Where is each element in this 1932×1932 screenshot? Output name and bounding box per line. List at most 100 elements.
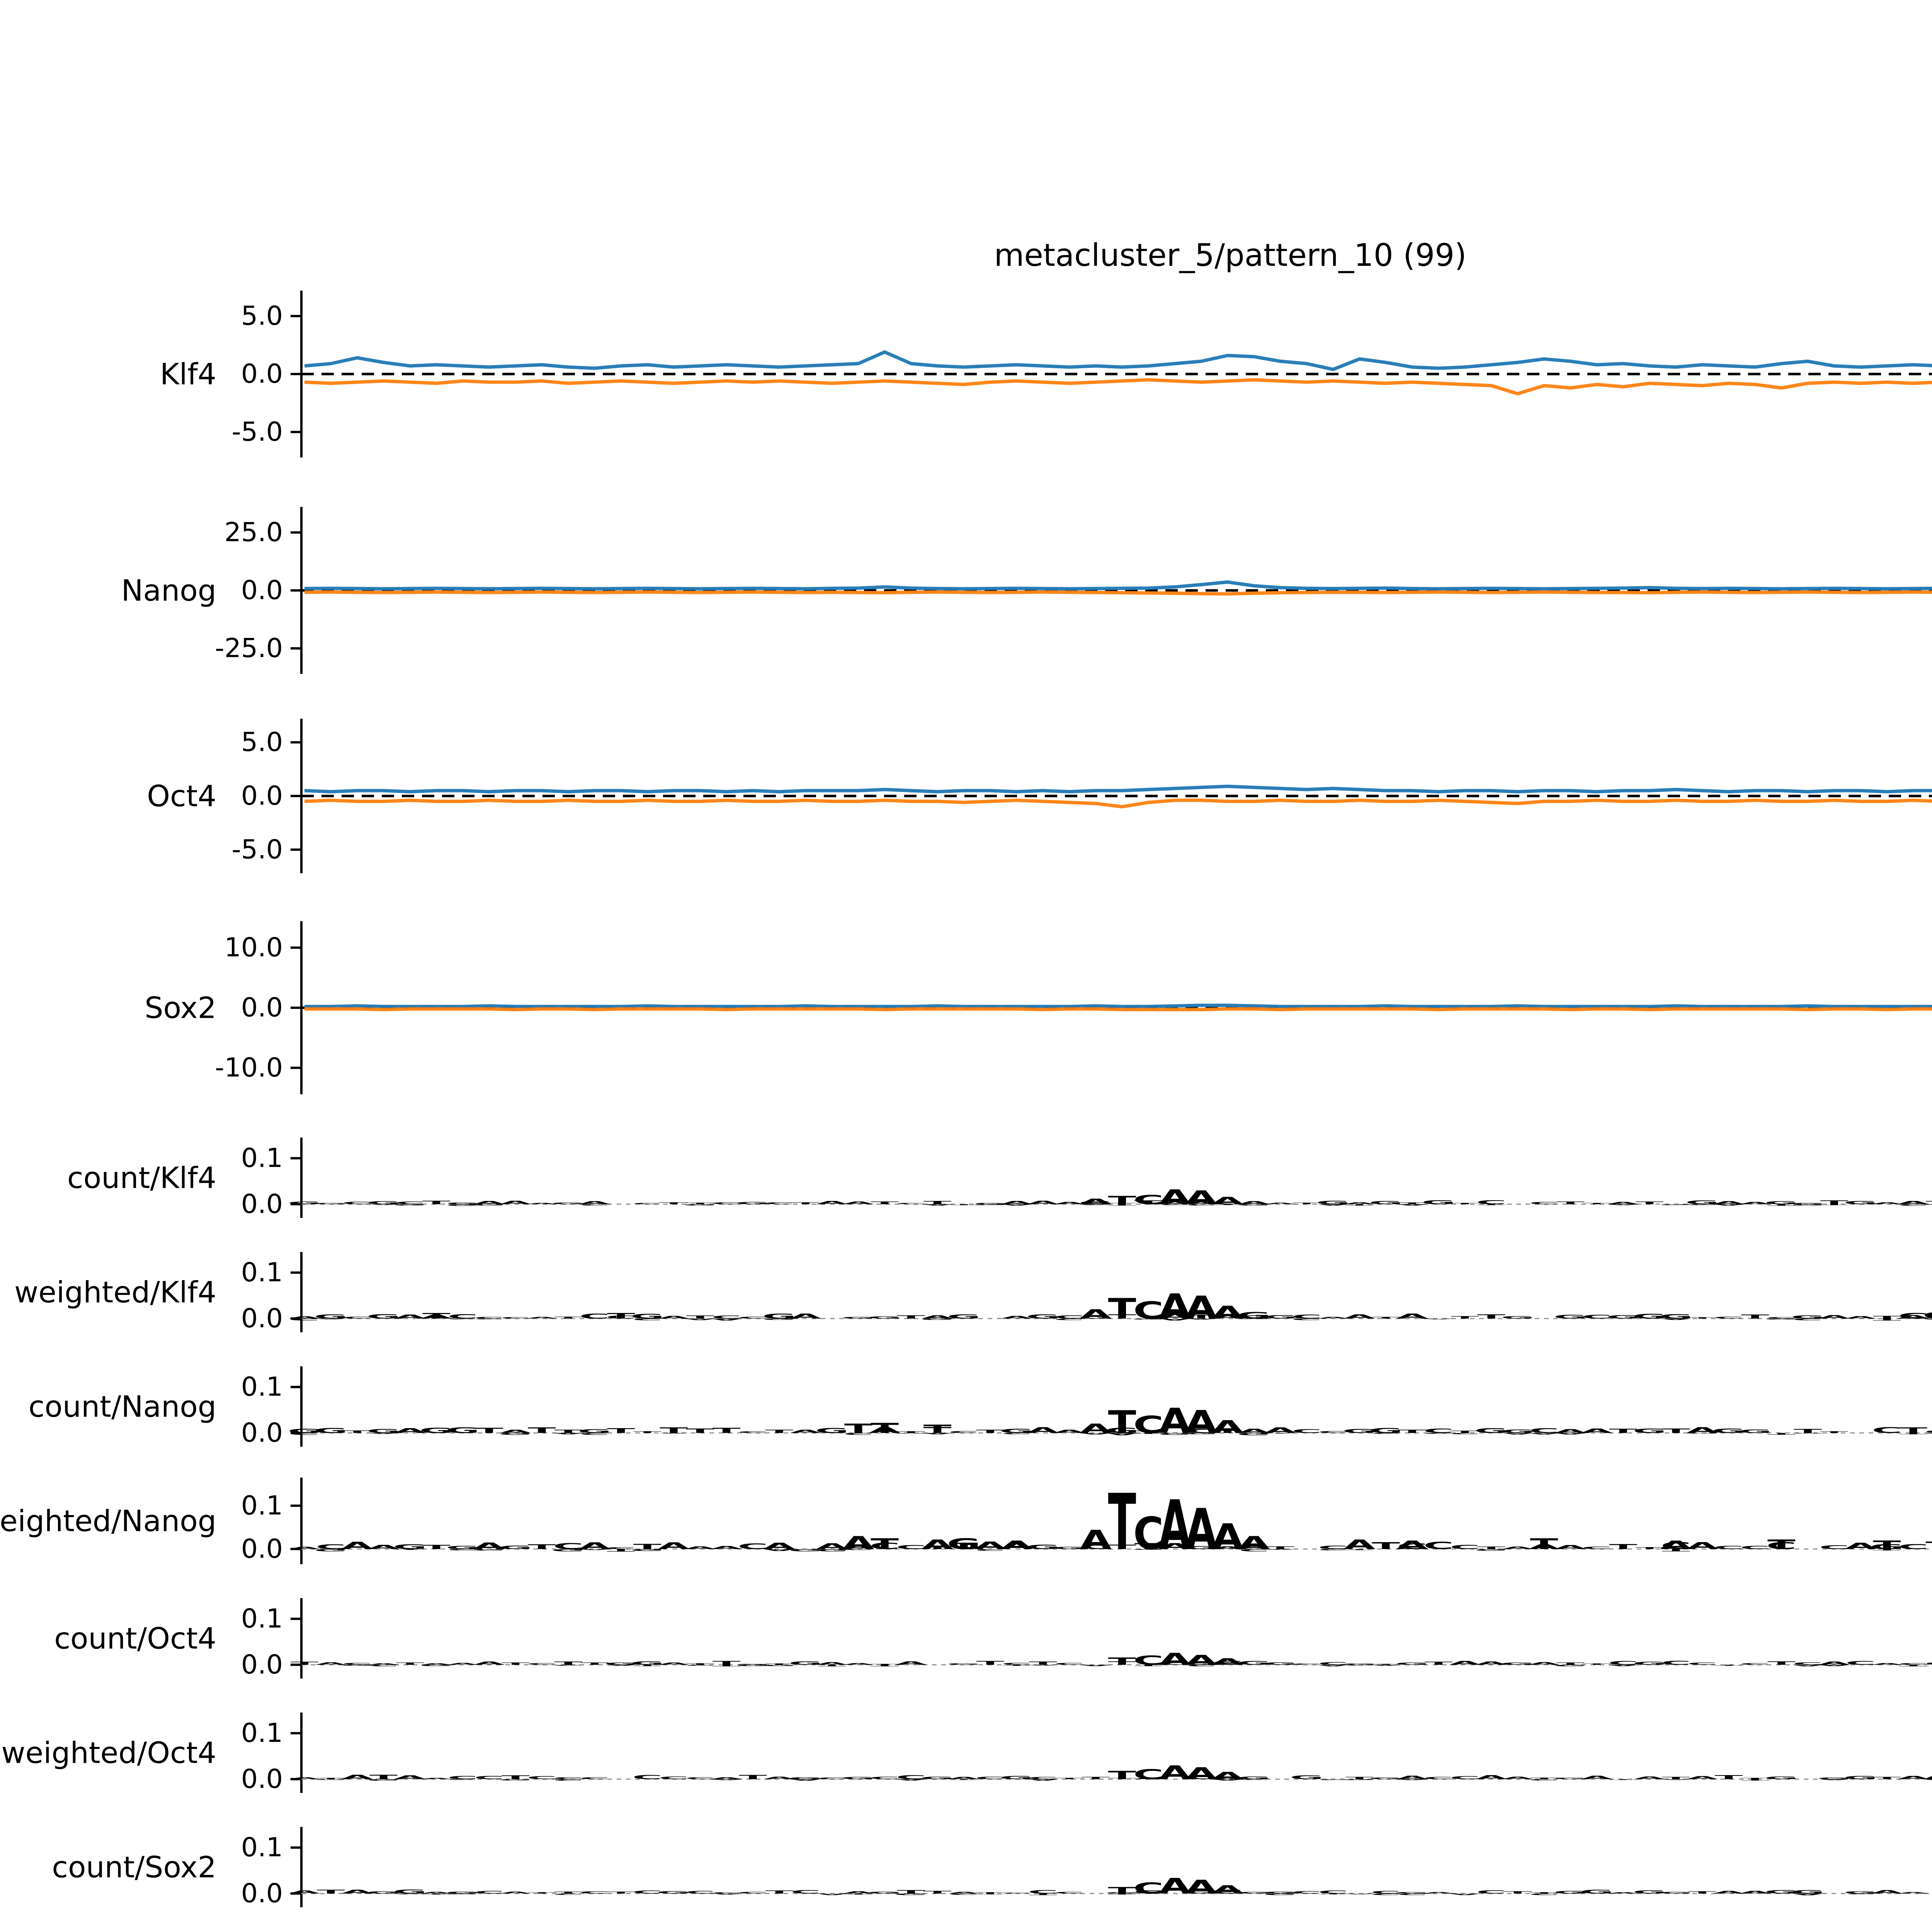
logo-letter-C: C [1898, 1543, 1928, 1551]
logo-letter-A: A [367, 1544, 400, 1550]
logo-letter-G: G [1685, 1199, 1719, 1206]
row-label: Nanog [121, 573, 216, 608]
logo-letter-A: A [1396, 1538, 1428, 1552]
logo-letter-A: A [1607, 1204, 1639, 1206]
logo-letter-G: G [1131, 1549, 1165, 1550]
logo-letter-T: T [1820, 1431, 1848, 1434]
logo-letter-A: A [1475, 1774, 1507, 1781]
logo-letter-G: G [1791, 1314, 1825, 1320]
logo-letter-A: A [1423, 1891, 1455, 1894]
series-line-hyp-neg [304, 1007, 1932, 1012]
logo-letter-A: A [1607, 1201, 1639, 1205]
logo-letter-A: A [473, 1200, 505, 1205]
logo-letter-G: G [1342, 1428, 1376, 1434]
logo-letter-G: G [736, 1663, 770, 1665]
logo-letter-A: A [1344, 1893, 1376, 1895]
logo-letter-A: A [922, 1315, 954, 1320]
logo-letter-T: T [1134, 1542, 1163, 1551]
logo-letter-T: T [1688, 1317, 1716, 1319]
logo-letter-T: T [1503, 1891, 1532, 1894]
y-tick-label: 0.0 [241, 359, 283, 389]
logo-letter-T: T [871, 1201, 899, 1205]
logo-letter-G: G [446, 1202, 480, 1205]
logo-letter-G: G [1264, 1893, 1298, 1895]
logo-letter-G: G [1553, 1664, 1587, 1667]
logo-letter-G: G [894, 1433, 928, 1434]
logo-letter-T: T [871, 1663, 899, 1665]
logo-letter-G: G [1342, 1663, 1376, 1665]
logo-letter-G: G [1158, 1432, 1192, 1435]
logo-letter-A: A [526, 1316, 558, 1319]
logo-letter-C: C [1845, 1893, 1876, 1895]
logo-letter-G: G [287, 1201, 321, 1205]
logo-letter-T: T [1187, 1314, 1215, 1320]
series-line-hyp-neg [304, 378, 1932, 396]
logo-letter-C: C [1291, 1428, 1321, 1434]
logo-letter-C: C [738, 1542, 768, 1551]
y-tick-label: 0.1 [241, 1490, 283, 1521]
logo-letter-T: T [950, 1779, 978, 1780]
logo-letter-C: C [1318, 1430, 1348, 1434]
logo-letter-C: C [1002, 1892, 1032, 1894]
logo-letter-C: C [474, 1316, 504, 1319]
logo-letter-A: A [842, 1663, 874, 1665]
logo-letter-G: G [1844, 1775, 1878, 1780]
logo-letter-G: G [551, 1202, 585, 1205]
row-label: weighted/Oct4 [1, 1736, 216, 1770]
logo-letter-T: T [422, 1893, 451, 1895]
logo-letter-A: A [1053, 1429, 1085, 1434]
y-tick-label: 10.0 [224, 932, 283, 963]
logo-letter-A: A [1396, 1775, 1428, 1780]
logo-letter-T: T [1134, 1664, 1163, 1666]
logo-letter-C: C [1476, 1199, 1506, 1205]
logo-letter-G: G [1685, 1433, 1719, 1434]
logo-letter-A: A [605, 1665, 637, 1666]
y-tick-label: -10.0 [215, 1053, 283, 1083]
logo-letter-C: C [316, 1543, 346, 1551]
logo-letter-G: G [1237, 1891, 1271, 1894]
logo-letter-A: A [711, 1545, 743, 1550]
logo-letter-A: A [763, 1548, 795, 1551]
panel-weighted-nanog: 0.10.0weighted/NanogACGAAGTTGCAGGTCGAACT… [0, 1477, 1932, 1567]
logo-letter-A: A [1923, 1774, 1932, 1781]
logo-letter-C: C [580, 1777, 610, 1780]
logo-letter-G: G [815, 1427, 849, 1434]
logo-letter-G: G [393, 1204, 427, 1206]
logo-letter-G: G [472, 1204, 506, 1206]
logo-letter-A: A [1027, 1665, 1059, 1666]
logo-letter-A: A [1897, 1892, 1929, 1894]
logo-letter-C: C [711, 1892, 742, 1894]
logo-letter-A: A [948, 1776, 980, 1780]
logo-letter-T: T [765, 1889, 793, 1895]
logo-letter-T: T [607, 1891, 635, 1894]
logo-letter-C: C [685, 1890, 715, 1895]
logo-letter-C: C [447, 1318, 478, 1320]
logo-letter-T: T [739, 1774, 767, 1781]
logo-letter-C: C [1054, 1318, 1084, 1320]
logo-letter-C: C [632, 1318, 662, 1321]
logo-letter-C: C [1397, 1893, 1427, 1895]
logo-letter-C: C [1529, 1779, 1559, 1781]
logo-letter-G: G [1659, 1313, 1693, 1320]
logo-letter-G: G [446, 1893, 480, 1895]
logo-letter-C: C [606, 1546, 636, 1549]
logo-letter-G: G [419, 1664, 453, 1666]
logo-letter-C: C [553, 1779, 583, 1781]
logo-letter-A: A [1818, 1779, 1850, 1781]
logo-letter-A: A [1502, 1432, 1534, 1435]
logo-letter-A: A [1264, 1426, 1296, 1435]
logo-letter-G: G [314, 1313, 348, 1320]
logo-letter-G: G [419, 1426, 453, 1435]
logo-letter-A: A [1449, 1893, 1481, 1895]
y-tick-label: 0.0 [241, 575, 283, 606]
logo-letter-C: C [1291, 1318, 1321, 1320]
logo-letter-A: A [711, 1318, 743, 1321]
logo-letter-G: G [1079, 1315, 1113, 1320]
logo-letter-T: T [1108, 1769, 1136, 1782]
row-label: count/Nanog [29, 1389, 216, 1424]
logo-letter-T: T [1345, 1204, 1374, 1206]
panel-sox2: 10.0 0.0 -10.0 Sox2 [145, 921, 1932, 1094]
logo-letter-A: A [1212, 1777, 1244, 1780]
logo-letter-A: A [816, 1200, 848, 1205]
